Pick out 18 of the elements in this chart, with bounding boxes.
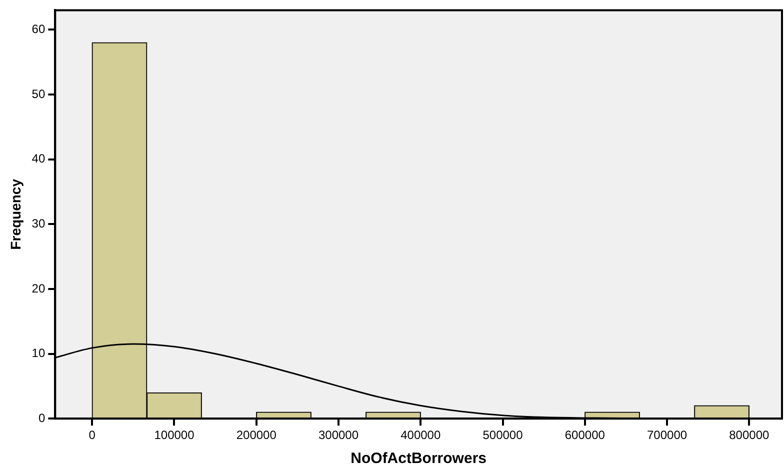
y-tick-label: 60 (32, 22, 46, 36)
x-tick-label: 800000 (729, 428, 770, 442)
y-tick-label: 20 (32, 281, 46, 296)
y-tick-label: 0 (38, 410, 46, 425)
y-tick-label: 30 (32, 216, 46, 230)
x-axis-title: NoOfActBorrowers (350, 450, 487, 468)
y-tick-label: 40 (32, 152, 46, 166)
x-tick-label: 700000 (646, 428, 688, 442)
x-tick-label: 500000 (482, 428, 524, 442)
x-tick-label: 200000 (236, 428, 277, 442)
x-tick-label: 400000 (400, 428, 441, 442)
x-tick-label: 600000 (564, 428, 606, 442)
y-tick-label: 10 (32, 346, 46, 360)
y-tick-label: 50 (32, 86, 46, 101)
x-tick-label: 0 (88, 428, 96, 442)
y-axis-title: Frequency (7, 178, 24, 250)
x-tick-label: 100000 (154, 428, 195, 442)
x-tick-label: 300000 (318, 428, 359, 442)
